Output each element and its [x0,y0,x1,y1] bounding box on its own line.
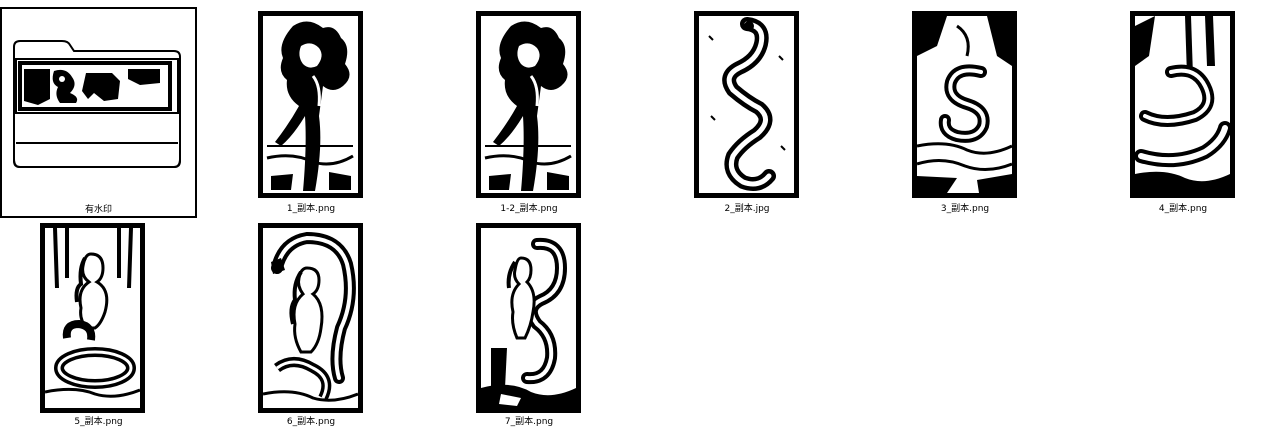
woman-serpent-icon [45,228,140,398]
file-label: 2_副本.jpg [724,204,770,214]
woman-serpent-icon [263,231,358,402]
folder-icon [10,39,184,179]
file-item-image[interactable]: 7_副本.png [431,221,627,433]
image-thumbnail [258,11,363,198]
file-item-image[interactable]: 1_副本.png [213,7,409,219]
image-thumbnail [476,223,581,413]
file-label: 1-2_副本.png [500,204,558,214]
woman-serpent-icon [481,237,576,408]
tree-figure-icon [484,21,572,192]
file-item-image[interactable]: 1-2_副本.png [431,7,627,219]
file-label: 3_副本.png [940,204,990,214]
file-item-image[interactable]: 4_副本.png [1085,7,1280,219]
serpent-icon [917,16,1012,193]
file-item-image[interactable]: 3_副本.png [867,7,1063,219]
serpent-icon [1135,16,1230,193]
file-item-image[interactable]: 6_副本.png [213,221,409,433]
file-item-image[interactable]: 2_副本.jpg [649,7,845,219]
file-item-image[interactable]: 5_副本.png [0,221,197,433]
tree-figure-icon [266,21,354,192]
folder-item-watermarked[interactable]: 有水印 [0,7,197,218]
image-thumbnail [476,11,581,198]
image-thumbnail [912,11,1017,198]
file-label: 5_副本.png [74,417,123,427]
file-label: 4_副本.png [1158,204,1208,214]
image-thumbnail [1130,11,1235,198]
serpent-icon [708,17,786,191]
file-label: 6_副本.png [286,417,336,427]
image-thumbnail [694,11,799,198]
image-thumbnail [258,223,363,413]
file-label: 7_副本.png [504,417,554,427]
file-label: 有水印 [84,205,112,215]
file-label: 1_副本.png [286,204,336,214]
image-thumbnail [40,223,145,413]
